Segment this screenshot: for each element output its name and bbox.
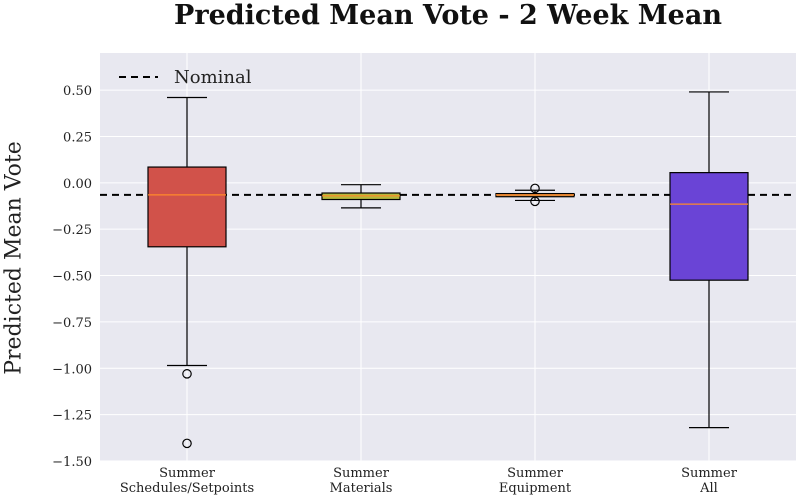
y-tick-label: −0.75 [52,316,92,331]
outlier-point [182,369,192,379]
legend-label: Nominal [174,67,252,88]
chart-title: Predicted Mean Vote - 2 Week Mean [174,0,722,31]
box-series [147,96,227,449]
y-tick-label: −0.50 [52,270,92,285]
x-tick-label: Summer All [681,466,738,496]
legend: Nominal [119,67,252,88]
outlier-point [182,438,192,449]
x-tick-label: Summer Equipment [499,466,572,496]
box-series [495,183,575,207]
box-series [669,91,749,429]
tick-labels: −1.50 −1.25 −1.00 −0.75 −0.50 −0.25 0.00 0.25 0.… [52,84,738,496]
y-tick-label: −0.25 [52,223,92,238]
iqr-box [669,172,749,281]
boxes-layer [147,91,749,449]
y-tick-label: 0.00 [63,177,92,192]
box-series [321,184,401,209]
y-tick-label: −1.50 [52,455,92,470]
y-tick-label: −1.00 [52,362,92,377]
y-tick-label: −1.25 [52,409,92,424]
outlier-point [530,183,540,194]
x-tick-label: Summer Schedules/Setpoints [120,466,254,496]
y-tick-label: 0.50 [63,84,92,99]
x-tick-label: Summer Materials [330,466,393,496]
outlier-point [530,196,540,207]
y-tick-label: 0.25 [63,130,92,145]
iqr-box [147,166,227,248]
